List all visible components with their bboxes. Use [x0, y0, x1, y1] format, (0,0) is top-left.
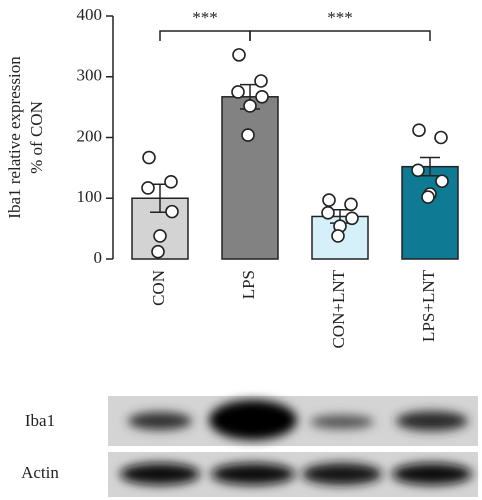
data-point: [435, 174, 449, 189]
blot-label: Iba1: [25, 411, 55, 430]
blot-bands: [120, 463, 472, 485]
significance-label: ***: [192, 8, 218, 27]
data-point: [142, 150, 156, 165]
data-point: [243, 99, 257, 113]
x-tick-label: LPS+LNT: [419, 269, 438, 342]
data-point: [141, 181, 155, 195]
data-point: [165, 204, 179, 219]
chart: 0 100 200 300 400 Iba1 relative expression% o…: [5, 5, 459, 349]
x-tick-label: CON: [149, 270, 168, 306]
data-point: [322, 193, 336, 207]
y-tick-label: 300: [77, 66, 103, 85]
data-point: [421, 190, 435, 204]
data-point: [412, 123, 426, 138]
data-point: [231, 85, 245, 99]
data-point: [254, 74, 268, 88]
y-tick-label: 100: [77, 187, 103, 206]
bar: [401, 165, 459, 260]
data-point: [151, 244, 165, 259]
data-point: [255, 89, 269, 104]
bar: [221, 96, 279, 260]
significance-label: ***: [327, 8, 353, 27]
western-blot: Iba1 Actin: [21, 396, 478, 497]
data-point: [331, 229, 345, 243]
data-point: [411, 163, 425, 178]
blot-label: Actin: [21, 463, 59, 482]
y-tick-label: 400: [77, 5, 103, 24]
significance-bracket: [159, 30, 251, 41]
data-point: [241, 128, 255, 142]
y-axis-label: Iba1 relative expression: [5, 56, 24, 219]
data-point: [344, 197, 358, 212]
y-axis-label: % of CON: [27, 101, 46, 174]
significance-bracket: [249, 30, 431, 41]
data-point: [434, 130, 448, 145]
x-tick-label: CON+LNT: [329, 269, 348, 348]
data-point: [153, 229, 167, 243]
y-tick-label: 200: [77, 126, 103, 145]
blot-bands: [128, 400, 468, 440]
data-point: [232, 48, 246, 62]
data-point: [321, 206, 335, 220]
data-point: [345, 211, 359, 226]
x-tick-label: LPS: [239, 270, 258, 299]
data-point: [164, 175, 178, 189]
y-tick-label: 0: [94, 248, 103, 267]
